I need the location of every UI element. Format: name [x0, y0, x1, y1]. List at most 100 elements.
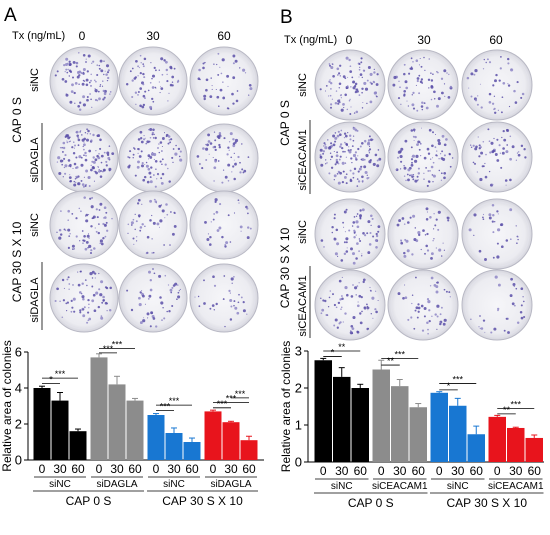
colony-dot — [158, 274, 162, 278]
colony-dot — [336, 242, 340, 246]
colony-dot — [172, 284, 176, 287]
colony-dot — [102, 98, 105, 101]
colony-dot — [417, 172, 421, 175]
colony-dot — [103, 151, 106, 154]
colony-dot — [153, 158, 156, 161]
colony-dot — [336, 151, 339, 154]
colony-dot — [410, 57, 413, 60]
colony-dot — [96, 64, 98, 66]
colony-dot — [64, 80, 68, 83]
colony-dot — [239, 225, 243, 229]
colony-dot — [407, 318, 410, 321]
colony-dot — [85, 83, 89, 87]
colony-dot — [474, 147, 478, 151]
colony-dot — [449, 296, 451, 298]
colony-dot — [370, 224, 372, 227]
colony-dot — [141, 203, 143, 205]
colony-dot — [105, 73, 108, 76]
colony-dot — [515, 159, 517, 161]
panel-b-plate-r3-c1 — [387, 269, 459, 341]
colony-dot — [104, 286, 108, 289]
colony-dot — [218, 226, 222, 230]
colony-dot — [426, 249, 430, 252]
colony-dot — [196, 155, 200, 158]
colony-dot — [160, 86, 161, 88]
colony-dot — [510, 68, 514, 72]
colony-dot — [446, 216, 448, 218]
colony-dot — [509, 238, 512, 241]
colony-dot — [344, 93, 347, 97]
colony-dot — [203, 302, 206, 305]
colony-dot — [241, 168, 244, 171]
colony-dot — [247, 212, 249, 215]
colony-dot — [218, 132, 222, 135]
colony-dot — [398, 80, 400, 83]
colony-dots — [396, 207, 450, 260]
colony-dot — [98, 67, 101, 70]
colony-dot — [413, 139, 415, 142]
colony-dot — [433, 97, 436, 100]
colony-dot — [370, 214, 373, 218]
colony-dot — [492, 84, 495, 87]
plate-rim — [390, 201, 456, 267]
colony-dot — [430, 72, 432, 74]
colony-dot — [425, 167, 427, 169]
colony-dot — [83, 80, 86, 82]
colony-dot — [358, 94, 361, 96]
colony-dot — [143, 134, 145, 137]
colony-dot — [75, 175, 78, 178]
colony-dot — [209, 307, 212, 310]
colony-dot — [157, 147, 159, 149]
colony-dot — [100, 161, 103, 164]
colony-dot — [325, 163, 327, 165]
colony-dot — [145, 164, 149, 168]
colony-dot — [201, 167, 204, 170]
colony-dot — [107, 69, 110, 72]
colony-dot — [405, 239, 409, 243]
colony-dot — [366, 174, 368, 176]
colony-dot — [478, 155, 481, 158]
colony-dot — [345, 237, 349, 241]
colony-dot — [414, 159, 418, 163]
colony-dot — [404, 284, 406, 286]
colony-dot — [327, 95, 330, 97]
colony-dot — [237, 155, 240, 159]
colony-dot — [358, 63, 361, 65]
colony-dot — [221, 58, 225, 62]
bar — [525, 437, 543, 462]
colony-dot — [344, 150, 346, 153]
plate-dish — [314, 121, 386, 193]
colony-dot — [237, 301, 240, 304]
colony-dot — [100, 315, 103, 317]
colony-dot — [477, 136, 479, 138]
colony-dot — [102, 222, 105, 226]
colony-dot — [212, 218, 215, 221]
panel-a-plate-r0-c1 — [118, 46, 188, 116]
colony-dot — [439, 322, 442, 326]
colony-dot — [354, 90, 358, 94]
colony-dot — [102, 295, 105, 299]
colony-dot — [93, 309, 97, 313]
colony-dot — [87, 54, 91, 58]
bar — [90, 357, 108, 460]
colony-dot — [213, 63, 215, 65]
colony-dot — [400, 147, 404, 151]
colony-dot — [500, 166, 503, 169]
colony-dot — [97, 305, 101, 309]
colony-dot — [500, 223, 504, 227]
colony-dot — [77, 136, 80, 139]
colony-dot — [69, 163, 72, 167]
colony-dot — [142, 319, 146, 323]
colony-dot — [171, 232, 175, 236]
colony-dot — [80, 156, 83, 159]
colony-dot — [161, 209, 165, 213]
colony-dot — [81, 82, 85, 86]
colony-dot — [224, 325, 226, 328]
panel-b-plate-r1-c2 — [461, 121, 533, 193]
colony-dot — [125, 82, 129, 86]
colony-dot — [99, 293, 103, 297]
y-axis-label: Relative area of colonies — [0, 340, 14, 471]
colony-dot — [348, 134, 352, 137]
colony-dot — [367, 309, 369, 311]
